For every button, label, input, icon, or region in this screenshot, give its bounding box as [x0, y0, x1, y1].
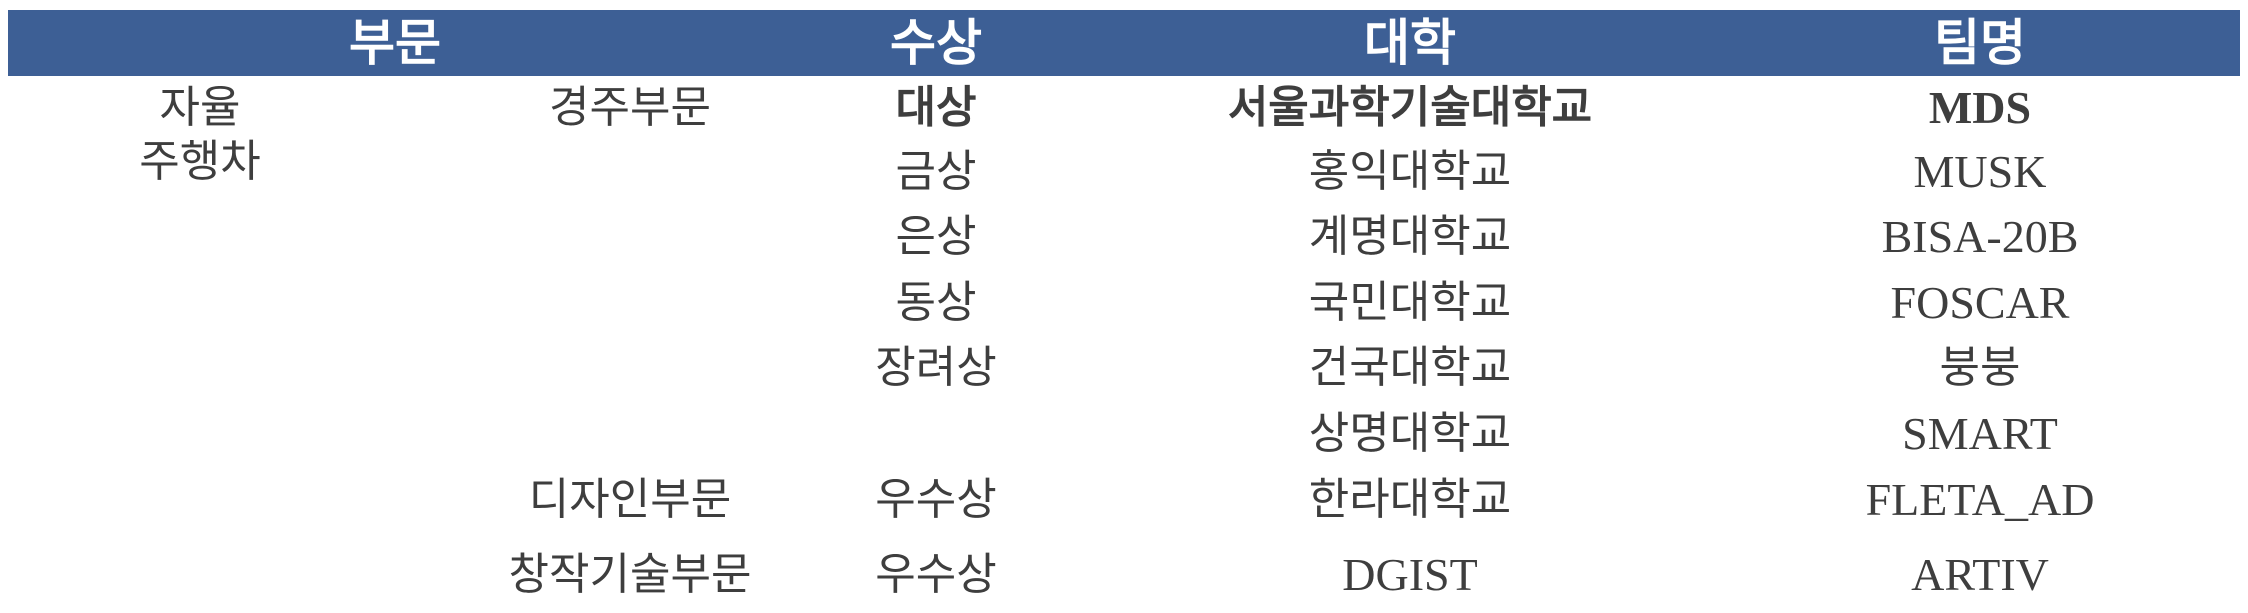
team-cell: 붕붕 — [1939, 342, 2021, 393]
category-label-line2: 주행차 — [139, 136, 261, 187]
team-cell: BISA-20B — [1881, 211, 2079, 262]
team-cell: ARTIV — [1911, 549, 2049, 600]
award-cell: 우수상 — [875, 549, 997, 600]
header-division: 부문 — [349, 14, 441, 72]
subdivision-design: 디자인부문 — [528, 474, 732, 525]
team-cell: FLETA_AD — [1865, 474, 2095, 525]
header-university: 대학 — [1364, 14, 1456, 72]
category-label-line1: 자율 — [159, 82, 241, 133]
header-team: 팀명 — [1934, 14, 2026, 72]
university-cell: 국민대학교 — [1308, 277, 1512, 328]
subdivision-racing: 경주부문 — [549, 82, 711, 133]
award-cell: 동상 — [895, 277, 977, 328]
team-cell: MUSK — [1913, 146, 2047, 197]
table-header-bar — [8, 10, 2240, 76]
subdivision-creative-tech: 창작기술부문 — [508, 549, 752, 600]
award-cell: 대상 — [895, 82, 977, 133]
award-cell: 은상 — [895, 211, 977, 262]
university-cell: 홍익대학교 — [1308, 146, 1512, 197]
university-cell: 계명대학교 — [1308, 211, 1512, 262]
university-cell: DGIST — [1342, 549, 1478, 600]
team-cell: SMART — [1902, 408, 2058, 459]
award-cell — [836, 404, 1036, 464]
team-cell: FOSCAR — [1890, 277, 2070, 328]
team-cell: MDS — [1928, 82, 2032, 133]
university-cell: 건국대학교 — [1308, 342, 1512, 393]
award-cell: 우수상 — [875, 474, 997, 525]
award-cell: 금상 — [895, 146, 977, 197]
university-cell: 서울과학기술대학교 — [1227, 82, 1593, 133]
award-cell: 장려상 — [875, 342, 997, 393]
header-award: 수상 — [890, 14, 982, 72]
university-cell: 상명대학교 — [1308, 408, 1512, 459]
university-cell: 한라대학교 — [1308, 474, 1512, 525]
